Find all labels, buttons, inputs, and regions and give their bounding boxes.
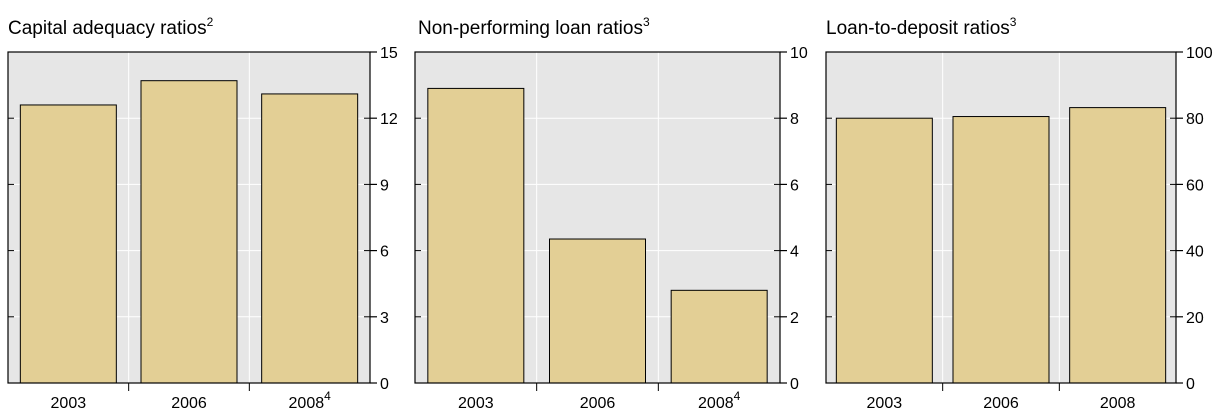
x-tick-label: 2006: [983, 395, 1019, 412]
y-tick-label: 0: [790, 376, 799, 393]
y-tick-label: 0: [380, 376, 389, 393]
plot-frame: [414, 51, 781, 384]
y-tick-label: 8: [790, 111, 799, 128]
y-tick-label: 9: [380, 177, 389, 194]
bar: [19, 104, 117, 384]
y-tick-label: 4: [790, 244, 799, 261]
chart-title: Loan-to-deposit ratios3: [826, 15, 1017, 39]
y-tick-label: 80: [1186, 111, 1204, 128]
bar: [835, 117, 933, 384]
bar: [1069, 107, 1167, 384]
y-tick-label: 3: [380, 310, 389, 327]
bar: [549, 238, 646, 384]
y-tick-label: 40: [1186, 244, 1204, 261]
x-tick-label: 2006: [580, 395, 616, 412]
x-tick-label: 2006: [171, 395, 207, 412]
y-tick-label: 60: [1186, 177, 1204, 194]
y-tick-label: 12: [380, 111, 398, 128]
x-tick-label: 2003: [458, 395, 494, 412]
bar: [261, 93, 359, 384]
y-tick-label: 0: [1186, 376, 1195, 393]
y-tick-label: 15: [380, 45, 398, 62]
chart-panel-capital-adequacy: Capital adequacy ratios2 0 3 6 9 12 15 2003 2006…: [7, 15, 398, 412]
y-tick-label: 6: [380, 244, 389, 261]
chart-panel-loan-to-deposit: Loan-to-deposit ratios3 0 20 40 60 80 100 2003 2…: [825, 15, 1213, 412]
x-tick-label: 2003: [51, 395, 87, 412]
y-tick-label: 100: [1186, 45, 1213, 62]
plot-frame: [7, 51, 371, 384]
chart-title: Capital adequacy ratios2: [8, 15, 214, 39]
x-tick-label: 2008: [1100, 395, 1136, 412]
x-tick-label: 20084: [289, 389, 332, 412]
chart-title: Non-performing loan ratios3: [418, 15, 650, 39]
y-tick-label: 10: [790, 45, 808, 62]
bar: [670, 289, 768, 384]
y-tick-label: 20: [1186, 310, 1204, 327]
bar: [427, 87, 525, 384]
bar: [952, 116, 1050, 384]
bar: [140, 80, 238, 384]
x-tick-label: 2003: [867, 395, 903, 412]
y-tick-label: 2: [790, 310, 799, 327]
y-tick-label: 6: [790, 177, 799, 194]
x-tick-label: 20084: [698, 389, 741, 412]
chart-panel-non-performing-loans: Non-performing loan ratios3 0 2 4 6 8 10 2003 20…: [414, 15, 808, 412]
plot-frame: [825, 51, 1177, 384]
